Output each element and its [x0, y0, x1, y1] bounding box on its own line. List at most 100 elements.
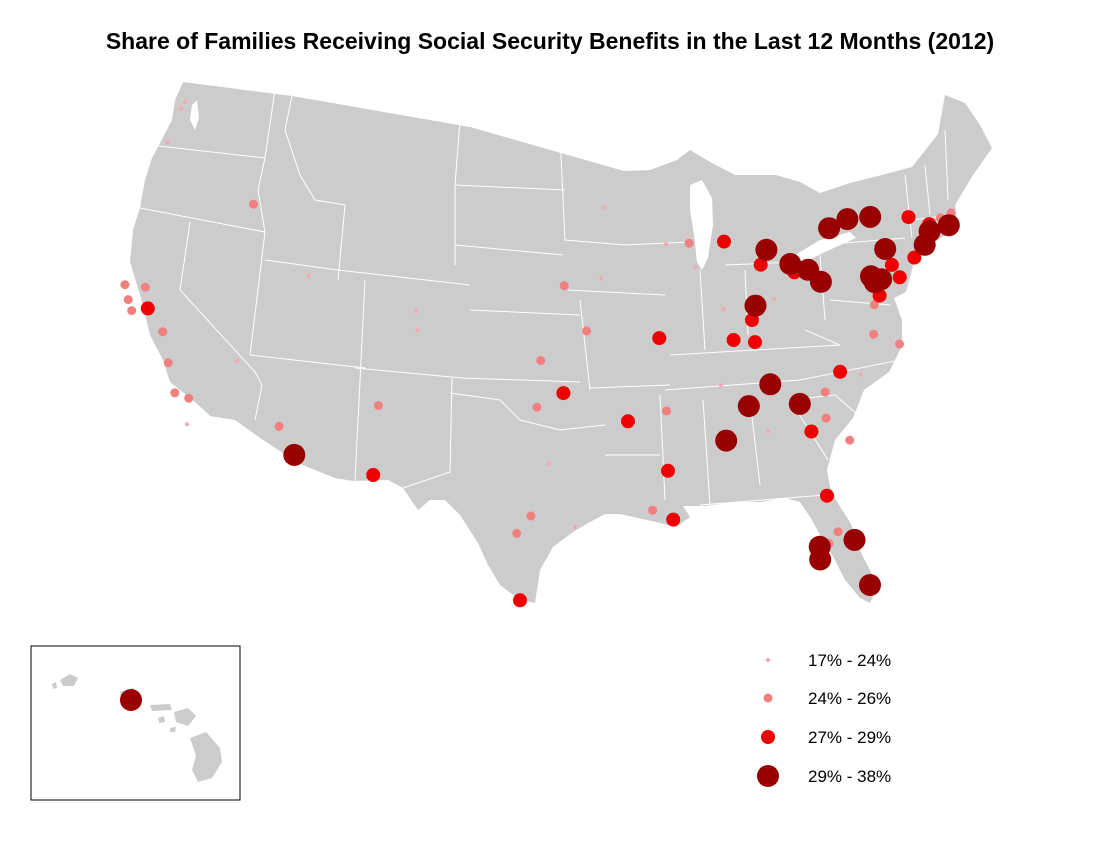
city-marker: Austin: [526, 511, 536, 521]
lake-erie: [790, 232, 856, 265]
city-marker: Des Moines: [599, 276, 604, 281]
legend: 17% - 24% 24% - 26% 27% - 29% 29% - 38%: [757, 651, 891, 787]
city-marker: Greenville: [788, 392, 811, 415]
city-marker: Washington: [869, 300, 879, 310]
city-marker: Charleston: [845, 435, 855, 445]
city-marker: Memphis: [662, 406, 671, 416]
city-marker: New Orleans: [666, 512, 681, 527]
city-marker: Los Angeles: [170, 388, 180, 398]
city-marker: Minneapolis: [602, 205, 607, 210]
city-marker: San Diego: [185, 422, 189, 427]
city-marker: Albany: [901, 210, 916, 225]
border-ny-vt-ma: [904, 174, 913, 239]
city-marker: Louisville: [726, 333, 741, 347]
border-ia-mo: [567, 289, 666, 296]
legend-swatch-1: [766, 658, 770, 662]
city-marker: Oakland: [123, 295, 133, 305]
border-sd-ne: [454, 244, 564, 256]
legend-swatch-4: [757, 765, 779, 787]
city-marker: Tacoma: [179, 106, 184, 111]
border-pa-ny: [819, 237, 906, 246]
city-marker: Portland: [165, 140, 170, 145]
city-marker: Dallas: [546, 461, 551, 466]
border-ut-az: [249, 354, 366, 369]
border-tn-ky: [669, 344, 841, 356]
city-marker: Chicago: [693, 265, 698, 269]
city-symbols: Seattle Tacoma Portland Salt Lake City Las V…: [120, 100, 960, 711]
city-marker: Albuquerque: [373, 401, 383, 410]
city-marker: St. Louis: [652, 331, 667, 346]
city-marker: Phoenix: [274, 421, 284, 431]
border-wa-id: [264, 89, 276, 159]
legend-label-4: 29% - 38%: [808, 767, 891, 786]
border-nm-tx: [402, 377, 453, 489]
city-marker: El Paso: [366, 468, 381, 482]
border-co-wy: [337, 269, 471, 286]
city-marker: Little Rock: [621, 414, 635, 429]
island-kauai: [60, 674, 78, 686]
border-il-in: [699, 269, 706, 351]
lake-michigan: [690, 180, 713, 270]
city-marker: Bakersfield: [163, 358, 173, 368]
city-marker: York: [863, 271, 886, 294]
border-id-or: [257, 157, 266, 233]
city-marker: Colorado Springs: [415, 328, 420, 333]
city-marker: Providence: [937, 214, 960, 237]
island-hawaii: [190, 732, 222, 782]
city-marker: Jackson: [661, 463, 675, 478]
city-marker: Allentown: [884, 257, 899, 272]
border-nh-me: [944, 129, 949, 201]
island-niihau: [52, 682, 57, 689]
us-landmass: [130, 82, 992, 603]
city-marker: Jacksonville: [820, 488, 834, 503]
city-marker: Dayton: [744, 294, 767, 317]
border-nd-sd: [454, 184, 566, 191]
border-vt-nh: [924, 164, 931, 216]
border-ks-ok: [461, 377, 581, 383]
city-marker: Stockton / Modesto: [140, 301, 155, 316]
city-marker: Miami: [859, 574, 881, 596]
island-kahoolawe: [170, 727, 176, 732]
city-marker: Santa Rosa: [120, 280, 130, 290]
city-marker: Baton Rouge: [648, 505, 658, 515]
city-marker: Omaha: [559, 281, 569, 291]
city-marker: San Antonio: [512, 528, 522, 538]
legend-label-2: 24% - 26%: [808, 689, 891, 708]
city-marker: Houston: [572, 524, 577, 529]
border-mn-east: [559, 134, 626, 246]
border-wi-il: [624, 241, 691, 246]
border-id-wy: [337, 204, 346, 281]
city-marker: Tucson: [283, 443, 306, 466]
legend-swatch-2: [763, 693, 773, 703]
city-marker: McAllen: [513, 593, 527, 608]
city-marker: Grand Rapids: [717, 234, 731, 249]
legend-label-1: 17% - 24%: [808, 651, 891, 670]
city-marker: Atlanta: [766, 429, 771, 434]
city-marker: Sarasota: [809, 548, 832, 571]
border-la-ms: [659, 394, 666, 501]
city-marker: Denver: [414, 308, 419, 313]
border-md-va: [829, 299, 891, 306]
state-borders: [139, 89, 951, 506]
border-az-ca: [254, 384, 263, 421]
city-marker: Detroit: [755, 238, 778, 261]
city-marker: Tulsa: [556, 386, 571, 401]
legend-swatch-3: [761, 730, 775, 744]
city-marker: Virginia Beach: [895, 339, 904, 349]
city-marker: Charlotte: [820, 387, 830, 397]
city-marker: New York: [907, 250, 922, 265]
city-marker: Scranton: [874, 238, 897, 260]
border-wv-va: [804, 329, 841, 346]
city-marker: Orlando: [833, 527, 843, 537]
border-ok-tx: [449, 392, 606, 431]
city-marker: Lexington: [748, 335, 762, 350]
border-or-wa: [149, 144, 266, 159]
city-marker: Greensboro: [833, 364, 848, 379]
border-or-ca-nv-id: [139, 207, 266, 233]
city-marker: Knoxville: [759, 373, 782, 396]
city-marker: Nashville: [719, 383, 723, 388]
city-marker: Sacramento: [140, 282, 150, 292]
city-marker: Las Vegas: [235, 358, 240, 363]
island-lanai: [158, 716, 165, 723]
